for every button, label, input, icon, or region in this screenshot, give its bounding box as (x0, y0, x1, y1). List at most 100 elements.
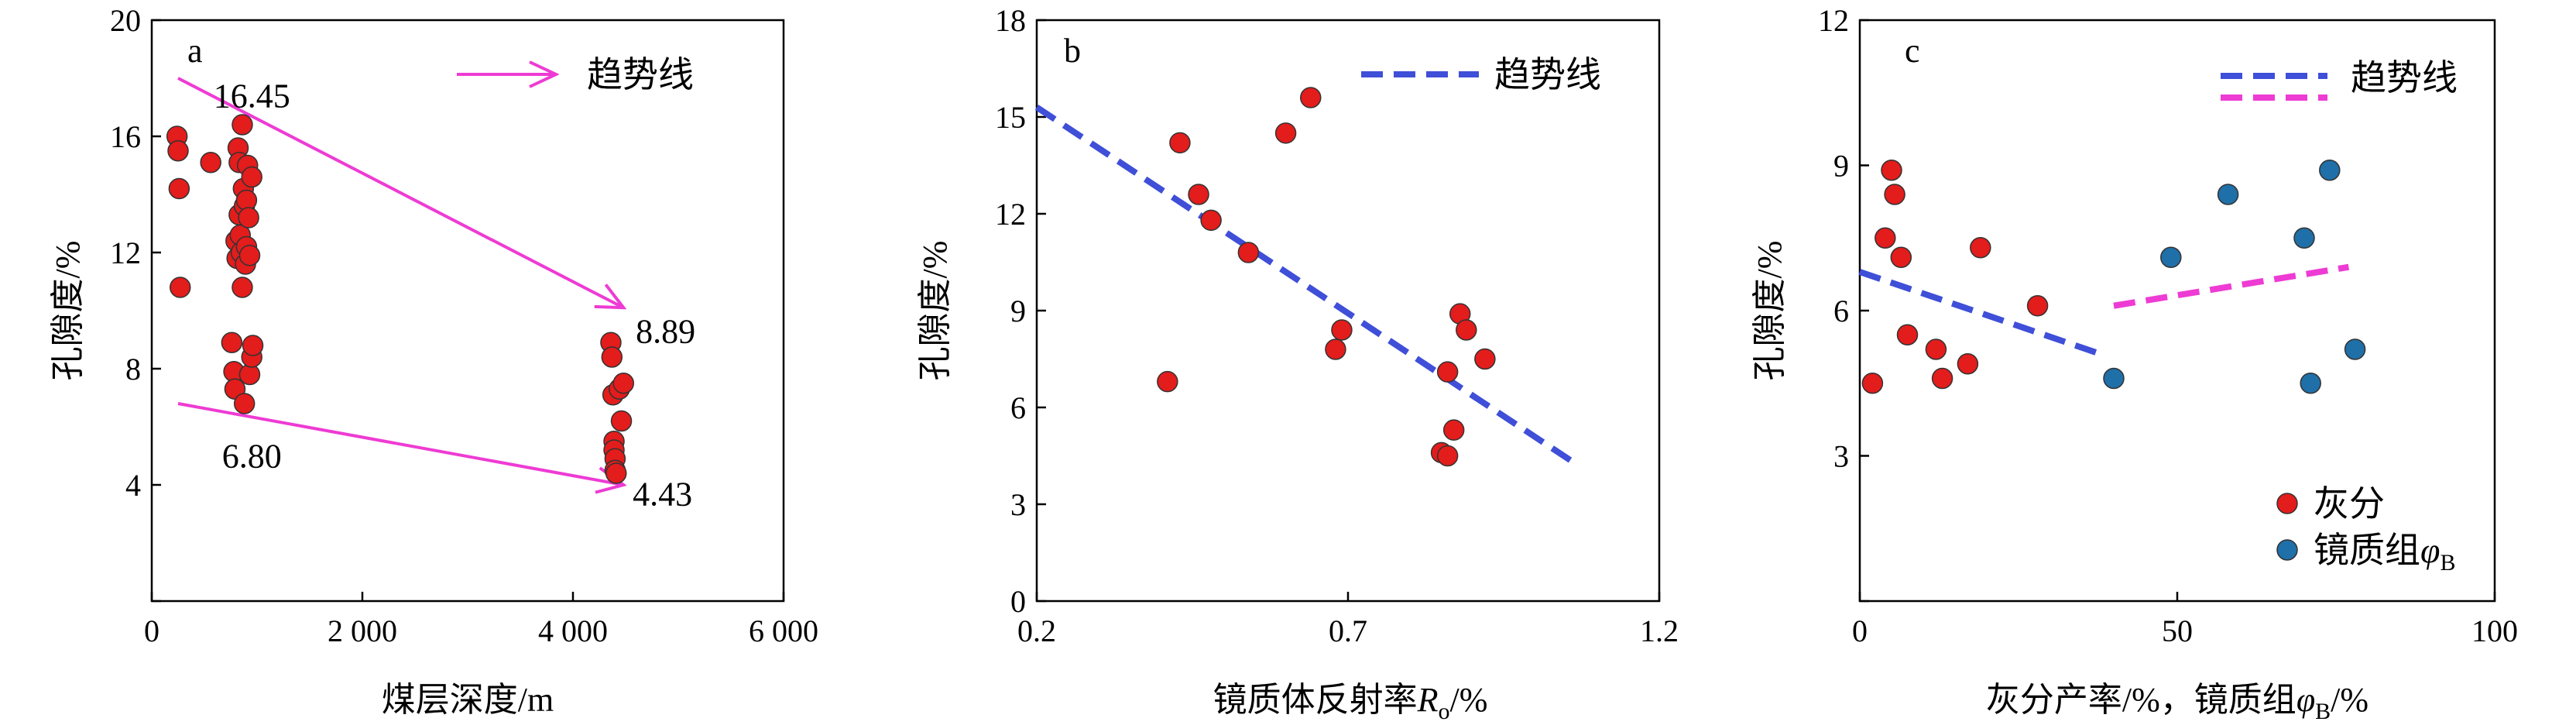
y-tick-label-a: 8 (125, 352, 141, 387)
data-point (2103, 367, 2125, 390)
trend-arrow (177, 77, 623, 308)
data-point (2217, 184, 2239, 205)
trend-line-b (1034, 105, 1580, 469)
panel-letter-a: a (187, 32, 203, 70)
x-tick-label-b: 0.2 (1017, 613, 1056, 648)
data-point (1300, 87, 1322, 108)
y-tick-label-c: 12 (1818, 3, 1849, 38)
x-tick-label-a: 6 000 (749, 613, 818, 648)
legend-c: 趋势线 灰分 镜质组φB (2221, 58, 2458, 576)
panel-letter-c: c (1905, 32, 1920, 70)
value-annotation: 4.43 (633, 475, 692, 513)
x-axis-title-b: 镜质体反射率Ro/% (1213, 681, 1488, 724)
data-point (1456, 319, 1477, 341)
data-point (612, 373, 635, 394)
x-tick-label-c: 0 (1852, 613, 1868, 648)
y-axis-b: 0 3 6 9 12 15 18 (995, 3, 1046, 619)
x-tick-label-b: 1.2 (1640, 613, 1679, 648)
plot-frame-c (1858, 19, 2496, 603)
data-point (168, 177, 190, 200)
data-point (1436, 361, 1459, 383)
data-point (233, 393, 256, 414)
data-point (1931, 367, 1953, 390)
y-tick-label-a: 20 (110, 3, 141, 38)
value-annotation: 16.45 (214, 77, 290, 115)
data-point (1896, 324, 1919, 345)
legend-dot-vitrinite-c (2276, 539, 2298, 561)
data-point (167, 140, 189, 162)
y-axis-a: 4 8 12 16 20 (110, 3, 161, 603)
x-axis-c: 0 50 100 (1852, 592, 2518, 648)
y-tick-label-b: 3 (1010, 487, 1026, 522)
y-axis-c: 3 6 9 12 (1818, 3, 1869, 603)
legend-label-trend-c: 趋势线 (2351, 58, 2458, 98)
y-tick-label-b: 9 (1010, 294, 1026, 328)
data-point (238, 245, 261, 266)
data-point (1875, 227, 1896, 249)
y-tick-label-a: 4 (125, 468, 141, 503)
data-point (232, 277, 253, 298)
x-axis-a: 0 2 000 4 000 6 000 (144, 592, 818, 648)
data-point (2344, 338, 2366, 360)
data-point (1890, 246, 1912, 268)
panel-a: 4 8 12 16 20 0 2 000 4 000 6 000 16.45 8.89 6.80 4… (49, 3, 818, 719)
data-point (1861, 373, 1884, 394)
panel-c: 3 6 9 12 0 50 100 c 趋势线 灰分 镜质组φB 灰分产率/%，镜质组φB… (1751, 3, 2518, 724)
legend-dot-ash-c (2276, 493, 2298, 514)
data-point (221, 332, 243, 353)
data-point (1884, 184, 1905, 205)
x-tick-label-c: 50 (2162, 613, 2193, 648)
legend-label-vitrinite-c: 镜质组φB (2314, 531, 2455, 576)
x-tick-label-a: 0 (144, 613, 159, 648)
data-point (601, 346, 623, 368)
x-axis-b: 0.2 0.7 1.2 (1017, 592, 1679, 648)
data-point (169, 277, 191, 298)
data-point (605, 462, 627, 484)
data-point (1474, 348, 1496, 370)
data-points-a (166, 114, 635, 484)
trend-arrows-a (177, 77, 623, 485)
data-point (1881, 160, 1902, 181)
legend-label-ash-c: 灰分 (2314, 484, 2385, 524)
value-annotation: 6.80 (222, 438, 282, 476)
y-tick-label-c: 3 (1833, 439, 1849, 474)
data-point (241, 166, 262, 188)
y-axis-title-b: 孔隙度/% (916, 241, 954, 381)
data-point (1200, 209, 1222, 232)
annotations-a: 16.45 8.89 6.80 4.43 (214, 77, 695, 514)
data-point (2026, 295, 2049, 317)
trend-lines-c (1858, 263, 2350, 358)
y-tick-label-a: 16 (110, 119, 141, 154)
panel-b: 0 3 6 9 12 15 18 0.2 0.7 1.2 b 趋势线 镜质体反射率Ro/% 孔隙… (916, 3, 1679, 724)
data-point (200, 152, 221, 174)
data-point (1970, 237, 1991, 259)
x-tick-label-a: 4 000 (538, 613, 608, 648)
data-points-c (1861, 160, 2366, 394)
x-tick-label-a: 2 000 (328, 613, 397, 648)
y-tick-label-b: 12 (995, 197, 1026, 232)
data-point (1925, 338, 1947, 360)
panel-letter-b: b (1064, 32, 1081, 70)
data-point (1442, 419, 1465, 441)
data-point (1957, 353, 1979, 375)
y-axis-title-c: 孔隙度/% (1751, 241, 1789, 381)
y-tick-label-b: 18 (995, 3, 1026, 38)
legend-a: 趋势线 (457, 55, 694, 94)
x-tick-label-c: 100 (2471, 613, 2518, 648)
trend-line (1034, 105, 1580, 469)
legend-b: 趋势线 (1361, 55, 1601, 94)
y-tick-label-c: 6 (1833, 294, 1849, 328)
x-tick-label-b: 0.7 (1329, 613, 1367, 648)
data-point (1274, 122, 1297, 144)
data-point (1188, 184, 1209, 205)
data-point (1237, 242, 1260, 263)
data-points-b (1157, 87, 1496, 467)
x-axis-title-c: 灰分产率/%，镜质组φB/% (1986, 681, 2368, 724)
data-point (238, 207, 259, 228)
data-point (1169, 132, 1191, 154)
y-tick-label-b: 6 (1010, 390, 1026, 425)
plot-frame-a (150, 19, 785, 603)
data-point (1436, 445, 1459, 467)
data-point (1325, 338, 1346, 360)
